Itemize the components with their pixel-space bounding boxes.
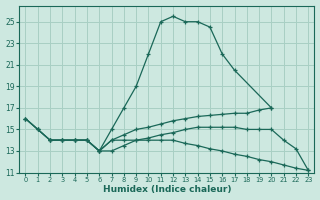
X-axis label: Humidex (Indice chaleur): Humidex (Indice chaleur) xyxy=(103,185,231,194)
